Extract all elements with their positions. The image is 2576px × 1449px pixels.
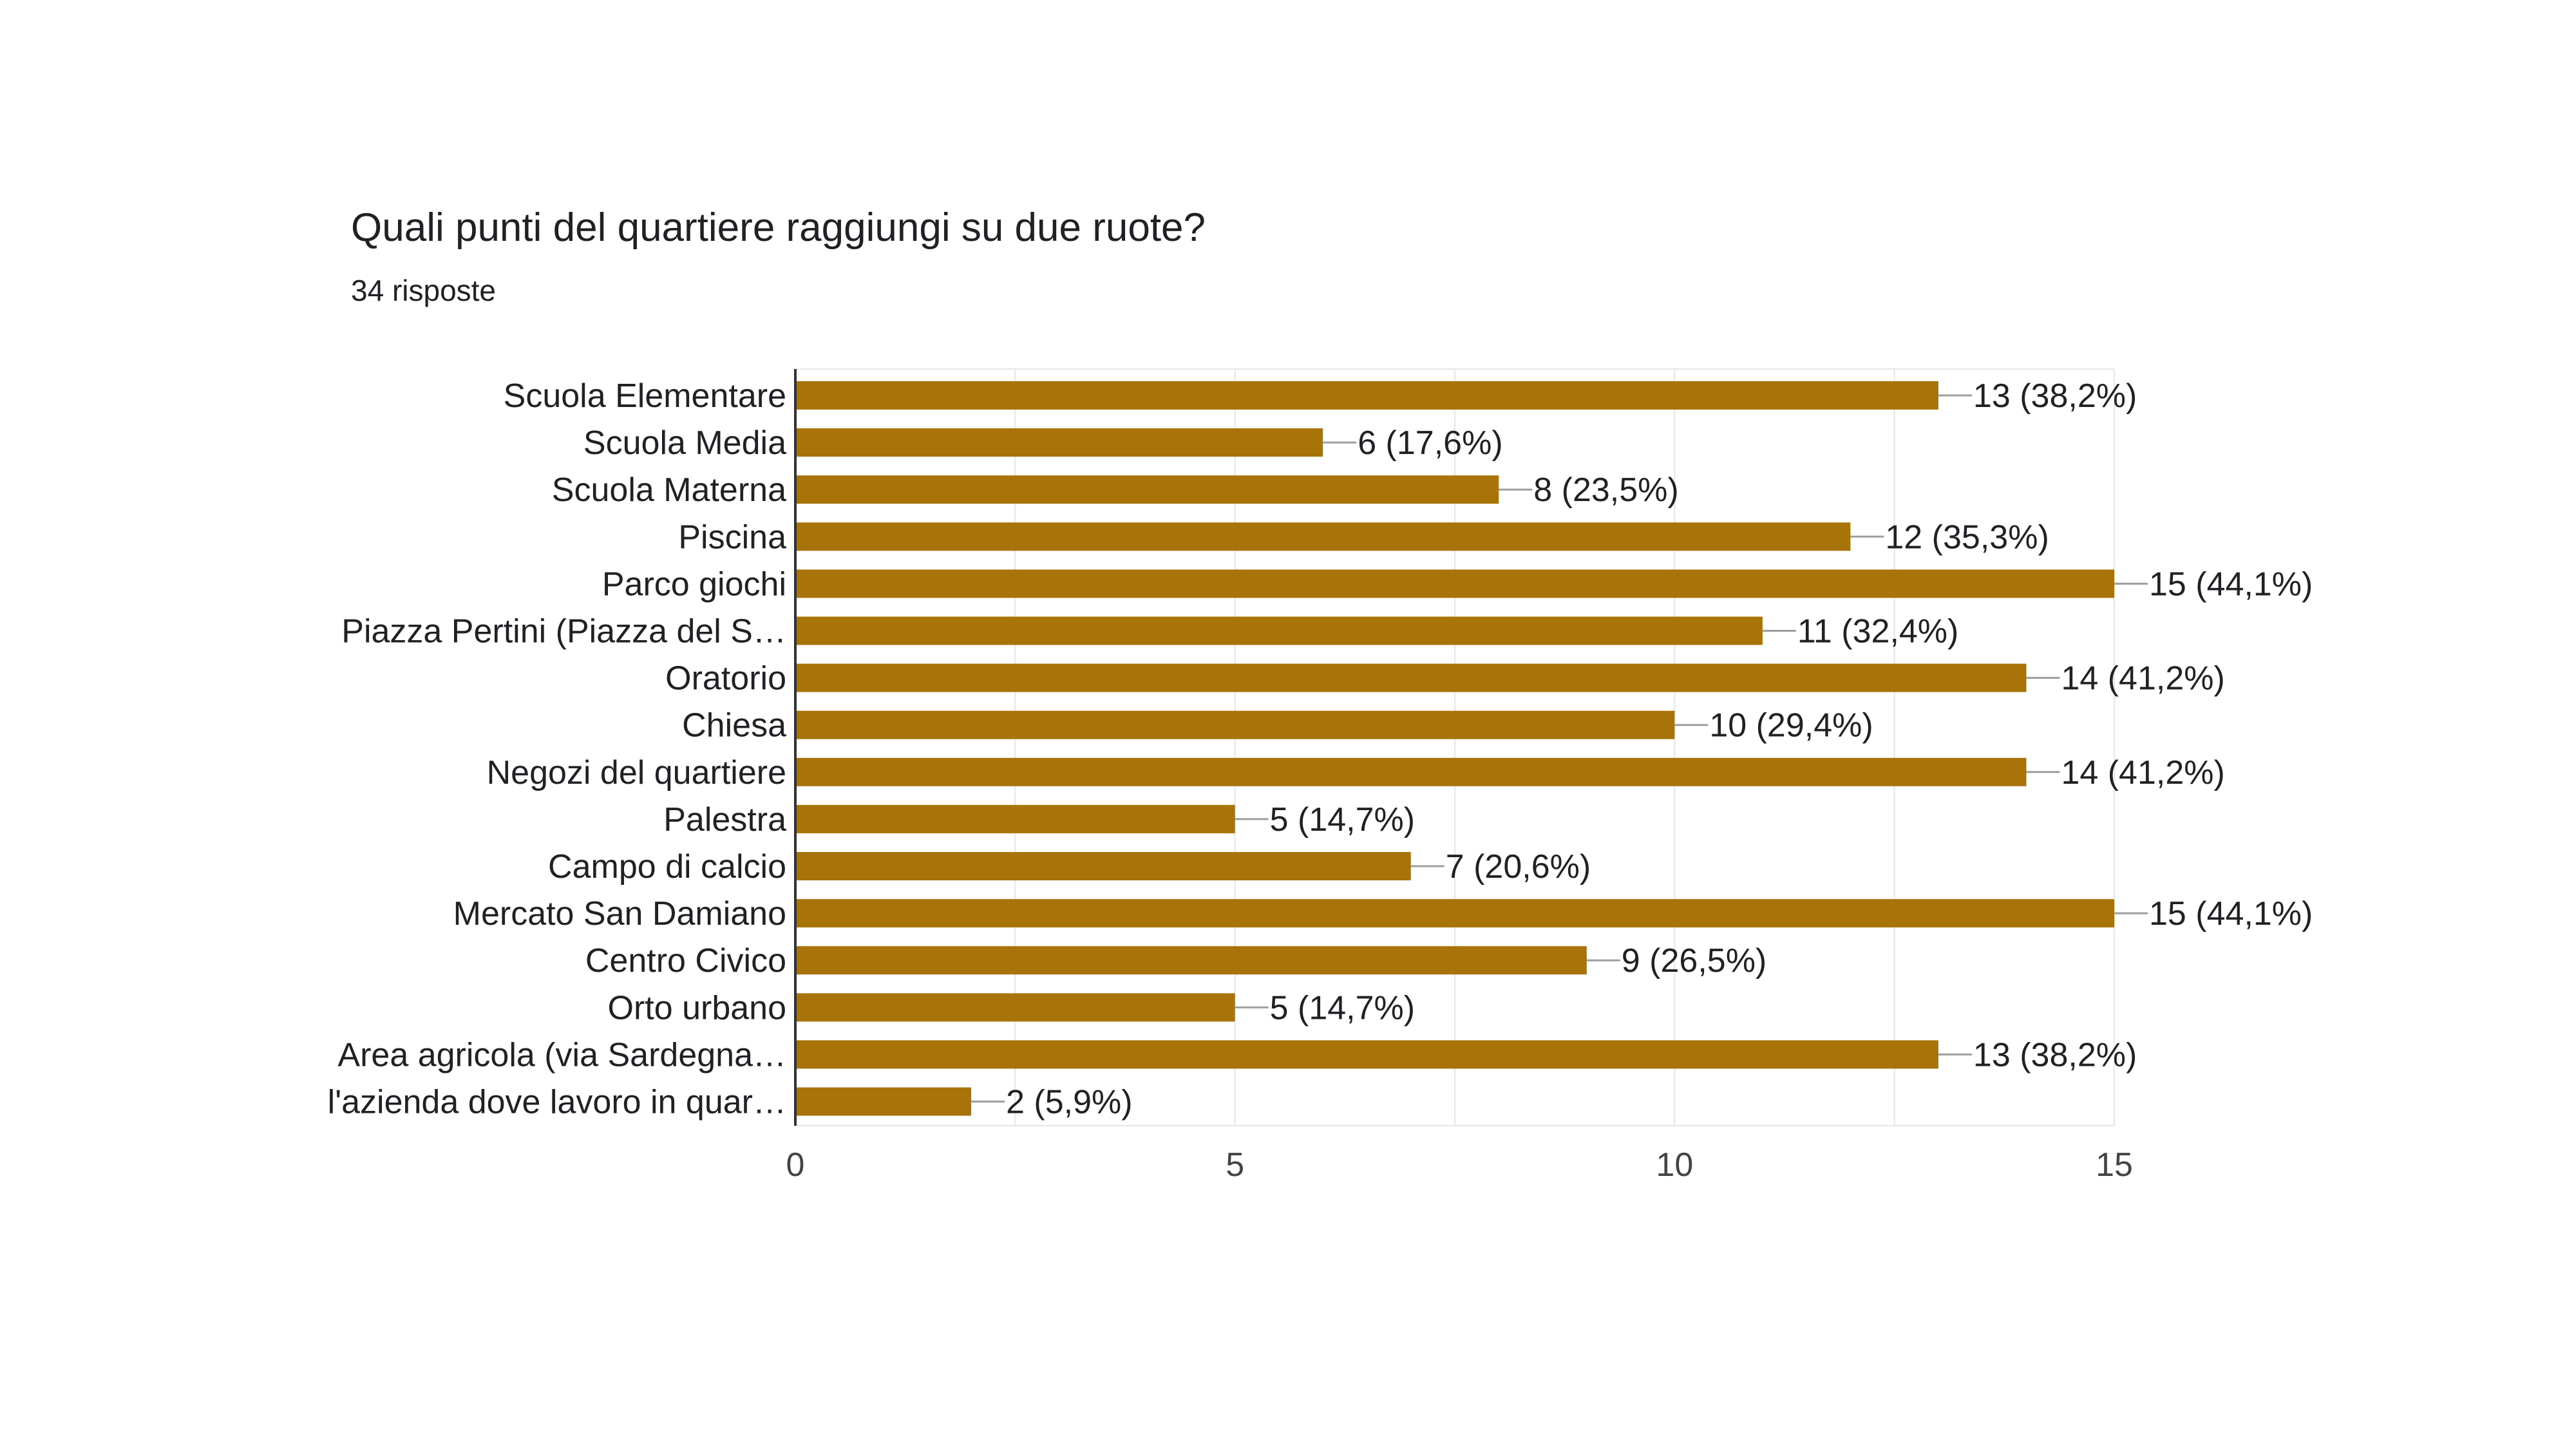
bar xyxy=(795,757,2027,786)
bar xyxy=(795,899,2114,928)
category-label: Oratorio xyxy=(665,660,786,697)
bar xyxy=(795,522,1851,551)
data-label: 11 (32,4%) xyxy=(1797,613,1959,650)
bar xyxy=(795,852,1411,880)
data-label: 6 (17,6%) xyxy=(1358,424,1502,462)
category-label: Campo di calcio xyxy=(548,848,786,886)
bar xyxy=(795,475,1499,504)
category-label: Mercato San Damiano xyxy=(453,895,786,933)
category-label: Palestra xyxy=(663,801,786,838)
chart-title: Quali punti del quartiere raggiungi su d… xyxy=(351,205,1206,250)
category-label: Orto urbano xyxy=(608,989,787,1027)
data-label: 14 (41,2%) xyxy=(2061,754,2224,791)
category-label: Centro Civico xyxy=(585,942,786,980)
response-count: 34 risposte xyxy=(351,274,497,307)
category-label: Parco giochi xyxy=(602,565,786,603)
data-label: 5 (14,7%) xyxy=(1270,989,1415,1027)
bar xyxy=(795,993,1235,1022)
category-label: Piscina xyxy=(678,518,786,556)
x-tick-label: 5 xyxy=(1226,1146,1244,1184)
bar xyxy=(795,616,1763,645)
data-label: 15 (44,1%) xyxy=(2149,565,2313,603)
data-label: 15 (44,1%) xyxy=(2149,895,2313,933)
data-label: 9 (26,5%) xyxy=(1622,942,1766,980)
data-label: 14 (41,2%) xyxy=(2061,660,2224,697)
category-label: Chiesa xyxy=(682,707,786,744)
x-tick-label: 10 xyxy=(1656,1146,1693,1184)
bar xyxy=(795,710,1675,739)
data-label: 12 (35,3%) xyxy=(1885,518,2049,556)
data-label: 7 (20,6%) xyxy=(1446,848,1591,886)
data-label: 13 (38,2%) xyxy=(1973,1036,2137,1074)
x-tick-label: 15 xyxy=(2096,1146,2133,1184)
data-label: 13 (38,2%) xyxy=(1973,377,2137,415)
x-tick-label: 0 xyxy=(786,1146,805,1184)
category-label: l'azienda dove lavoro in quar… xyxy=(328,1084,786,1121)
bar xyxy=(795,381,1938,410)
category-label: Piazza Pertini (Piazza del S… xyxy=(341,613,786,650)
bar xyxy=(795,946,1587,975)
bar xyxy=(795,804,1235,833)
data-label: 5 (14,7%) xyxy=(1270,801,1415,838)
category-label: Scuola Elementare xyxy=(504,377,786,415)
data-label: 8 (23,5%) xyxy=(1533,471,1678,509)
category-label: Negozi del quartiere xyxy=(487,754,786,791)
category-label: Scuola Materna xyxy=(552,471,786,509)
bar xyxy=(795,663,2027,692)
bar xyxy=(795,1040,1938,1069)
bar xyxy=(795,1087,972,1116)
category-label: Scuola Media xyxy=(583,424,786,462)
bar xyxy=(795,428,1323,457)
bar xyxy=(795,569,2114,598)
category-label: Area agricola (via Sardegna… xyxy=(337,1036,786,1074)
data-label: 2 (5,9%) xyxy=(1006,1084,1133,1121)
data-label: 10 (29,4%) xyxy=(1709,707,1873,744)
